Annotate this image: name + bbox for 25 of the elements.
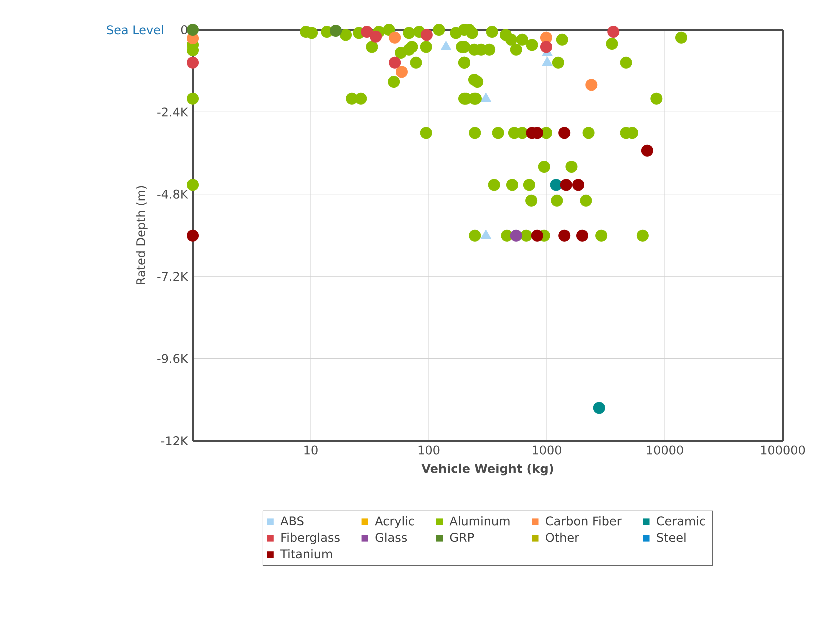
y-tick-label: -4.8K	[158, 190, 189, 199]
x-axis-title: Vehicle Weight (kg)	[422, 464, 554, 476]
y-tick-label: 0	[181, 25, 188, 35]
legend-label: Steel	[657, 532, 686, 542]
legend-label: Other	[546, 532, 580, 542]
legend-label: Ceramic	[657, 516, 706, 526]
y-tick-label: -12K	[161, 436, 189, 446]
x-tick-label: 100000	[761, 446, 806, 455]
legend-label: Fiberglass	[282, 532, 340, 545]
legend-label: Carbon Fiber	[546, 516, 622, 526]
y-axis-title: Rated Depth (m)	[136, 186, 148, 285]
x-tick-label: 10	[304, 446, 318, 455]
legend-label: Aluminum	[450, 516, 510, 526]
x-tick-label: 10000	[647, 446, 684, 455]
y-tick-label: -2.4K	[158, 108, 189, 117]
ref-line-label: Sea Level	[107, 25, 164, 35]
legend-label: Titanium	[280, 549, 332, 559]
x-tick-label: 1000	[533, 446, 562, 455]
legend-label: GRP	[450, 533, 474, 542]
y-tick-label: -7.2K	[158, 272, 189, 282]
legend-label: Glass	[376, 532, 408, 542]
legend-label: Acrylic	[375, 516, 414, 528]
x-tick-label: 100	[418, 446, 440, 455]
y-tick-label: -9.6K	[158, 354, 189, 364]
legend-label: ABS	[280, 516, 304, 526]
